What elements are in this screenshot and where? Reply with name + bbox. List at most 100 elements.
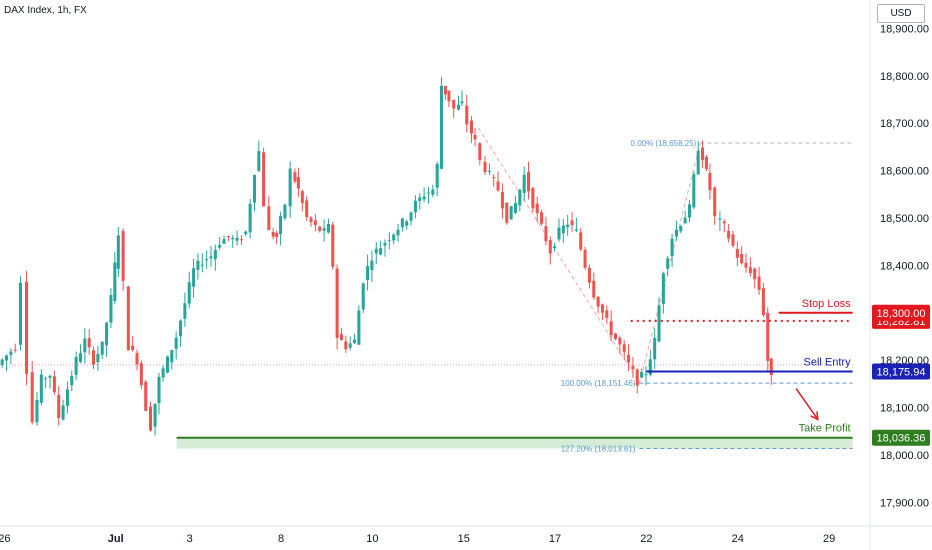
candle: [52, 370, 56, 395]
candle: [331, 221, 335, 270]
candle: [692, 171, 696, 210]
candle: [553, 242, 557, 252]
candle-body: [348, 343, 352, 348]
candle-body: [248, 203, 252, 233]
candle: [252, 174, 256, 212]
candle-body: [696, 150, 700, 175]
candle: [353, 333, 357, 345]
candle-body: [105, 322, 109, 346]
candle-body: [100, 341, 104, 355]
candle: [157, 372, 161, 415]
candle-body: [39, 374, 43, 403]
candle-body: [496, 181, 500, 191]
candle-body: [735, 248, 739, 258]
candle-body: [587, 267, 591, 283]
candle-body: [331, 224, 335, 267]
candle-body: [222, 239, 226, 244]
candle: [113, 251, 117, 305]
currency-selector[interactable]: USD: [877, 4, 925, 23]
candle: [25, 270, 29, 386]
price-tick-label: 18,600.00: [880, 166, 929, 178]
chart-title: DAX Index, 1h, FX: [4, 5, 87, 16]
candle-body: [561, 225, 565, 234]
candle-body: [435, 164, 439, 188]
candle-body: [566, 224, 570, 228]
candle: [357, 305, 361, 345]
candle-body: [456, 104, 461, 110]
candle: [657, 297, 661, 343]
candle-body: [622, 344, 626, 352]
candle: [566, 215, 570, 236]
candle: [262, 147, 266, 207]
sell-entry-tag-text: 18,175.94: [877, 367, 926, 379]
candle-body: [244, 231, 248, 235]
candle: [644, 366, 648, 386]
candle-body: [460, 101, 464, 104]
time-tick-label: 3: [187, 533, 193, 545]
candle-body: [313, 220, 317, 226]
candle-body: [135, 353, 139, 365]
candle-body: [418, 197, 422, 201]
candle-body: [409, 212, 413, 221]
price-tick-label: 18,900.00: [880, 23, 929, 35]
fib-level-label: 127.20% (18,013.61): [561, 444, 636, 453]
candle: [339, 327, 343, 341]
candle-body: [235, 237, 239, 241]
candle-body: [296, 177, 300, 189]
candle-body: [288, 168, 292, 207]
price-tick-label: 18,400.00: [880, 260, 929, 272]
candle-body: [209, 256, 213, 259]
candle-body: [426, 192, 430, 194]
candle-body: [283, 204, 287, 219]
candle-body: [9, 351, 13, 355]
candle: [174, 331, 178, 360]
candle-body: [109, 295, 113, 323]
candle: [131, 335, 135, 352]
candle-body: [121, 231, 125, 281]
candle-body: [335, 268, 339, 338]
candle: [683, 210, 687, 224]
candle-body: [357, 310, 361, 345]
candle-body: [487, 170, 491, 172]
candle-body: [605, 310, 609, 318]
candle: [456, 95, 461, 111]
candle-body: [318, 226, 322, 231]
candle-body: [683, 217, 687, 224]
candle: [722, 219, 726, 233]
candle: [400, 217, 404, 232]
candle: [583, 246, 587, 270]
candle: [579, 227, 583, 252]
candle-body: [548, 240, 552, 254]
candle-body: [126, 286, 130, 351]
candle: [313, 214, 317, 232]
candle: [374, 242, 378, 265]
candle-body: [722, 221, 726, 224]
candle: [218, 236, 222, 250]
candle: [470, 116, 474, 143]
candle: [496, 171, 500, 192]
candle: [283, 203, 287, 221]
candle-body: [640, 371, 644, 378]
candle-body: [57, 394, 61, 418]
candle-body: [139, 363, 143, 386]
candle-body: [592, 280, 596, 298]
candle-body: [218, 244, 222, 248]
candle-body: [262, 152, 266, 207]
candle-body: [271, 231, 275, 237]
stop-loss-tag: 18,300.00: [872, 304, 930, 321]
candle-body: [492, 177, 496, 179]
candle: [83, 328, 87, 364]
price-tick-label: 18,000.00: [880, 450, 929, 462]
candle: [674, 220, 678, 241]
candle-body: [535, 203, 539, 214]
take-profit-label: Take Profit: [799, 423, 851, 435]
target-arrow-head: [810, 411, 819, 421]
candle: [431, 184, 435, 198]
candle-body: [744, 262, 748, 268]
candle: [661, 271, 665, 314]
candle-body: [252, 175, 256, 203]
candle: [740, 245, 744, 265]
candle: [275, 230, 279, 245]
candle-body: [379, 248, 383, 255]
